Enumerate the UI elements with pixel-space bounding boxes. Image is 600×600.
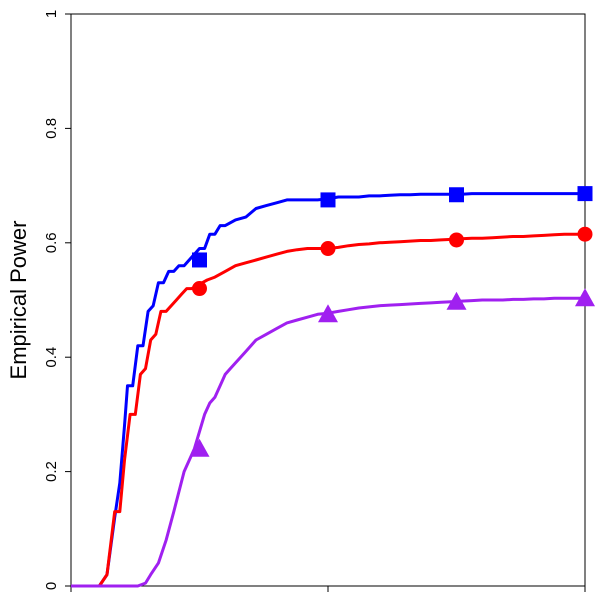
marker-square xyxy=(449,187,464,203)
y-tick-label: 0 xyxy=(43,582,60,590)
y-tick-label: 0.8 xyxy=(43,118,60,139)
y-tick-label: 0.2 xyxy=(43,461,60,482)
marker-triangle xyxy=(318,304,338,323)
marker-circle xyxy=(192,281,207,297)
x-axis xyxy=(70,586,586,592)
marker-circle xyxy=(320,241,336,257)
series-line-triangle xyxy=(71,296,585,588)
y-tick-label: 0.6 xyxy=(43,232,60,253)
series-line-circle xyxy=(71,232,585,588)
marker-triangle xyxy=(575,288,595,307)
y-axis: 0 0.2 0.4 0.6 0.8 1 xyxy=(43,10,71,590)
marker-circle xyxy=(449,232,464,248)
marker-square xyxy=(320,192,336,208)
y-tick-label: 0.4 xyxy=(43,347,60,368)
marker-circle xyxy=(577,226,593,242)
y-axis-title: Empirical Power xyxy=(6,221,31,380)
marker-square xyxy=(192,252,207,268)
series-line-square xyxy=(71,192,585,588)
marker-triangle xyxy=(446,291,467,310)
y-tick-label: 1 xyxy=(43,10,60,18)
series-markers xyxy=(189,186,595,457)
marker-square xyxy=(577,186,593,202)
marker-triangle xyxy=(189,438,210,457)
